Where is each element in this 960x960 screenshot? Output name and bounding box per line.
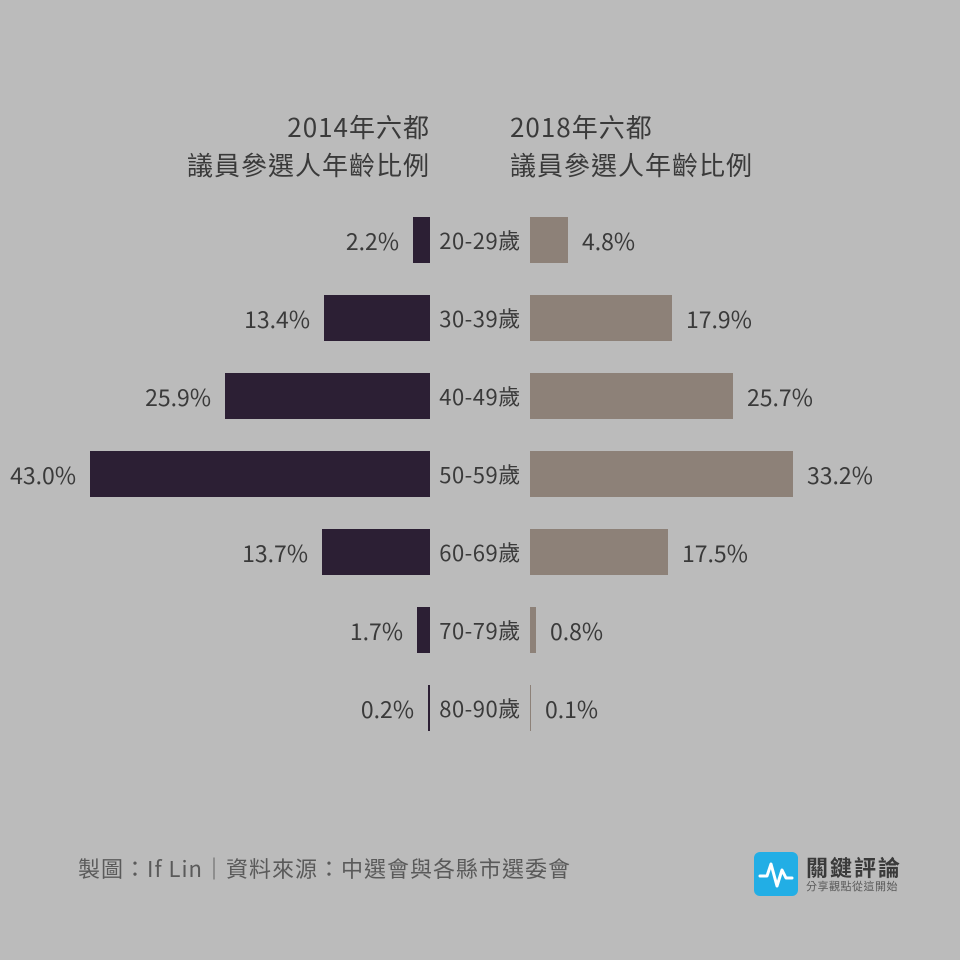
right-cell: 4.8% — [530, 201, 960, 279]
left-value-label: 2.2% — [346, 223, 413, 257]
right-bar — [530, 529, 668, 575]
right-cell: 33.2% — [530, 435, 960, 513]
category-label: 20-29歲 — [430, 224, 530, 256]
category-label: 40-49歲 — [430, 380, 530, 412]
right-cell: 17.5% — [530, 513, 960, 591]
right-cell: 25.7% — [530, 357, 960, 435]
left-cell: 25.9% — [0, 357, 430, 435]
left-value-label: 13.7% — [242, 535, 322, 569]
chart-row: 1.7% 70-79歲0.8% — [0, 591, 960, 669]
logo-badge-icon — [754, 852, 798, 896]
right-value-label: 33.2% — [793, 457, 873, 491]
left-cell: 13.4% — [0, 279, 430, 357]
left-value-label: 0.2% — [361, 691, 428, 725]
footer-credit: 製圖：If Lin｜資料來源：中選會與各縣市選委會 — [78, 852, 571, 884]
chart-row: 43.0% 50-59歲 33.2% — [0, 435, 960, 513]
right-value-label: 17.9% — [672, 301, 752, 335]
right-bar — [530, 295, 672, 341]
left-bar — [417, 607, 430, 653]
left-value-label: 1.7% — [350, 613, 417, 647]
chart-titles: 2014年六都 議員參選人年齡比例 2018年六都 議員參選人年齡比例 — [0, 108, 960, 183]
left-title: 2014年六都 議員參選人年齡比例 — [0, 108, 430, 183]
left-bar — [322, 529, 430, 575]
chart-row: 13.7% 60-69歲 17.5% — [0, 513, 960, 591]
right-value-label: 0.8% — [536, 613, 603, 647]
category-label: 60-69歲 — [430, 536, 530, 568]
left-value-label: 25.9% — [145, 379, 225, 413]
left-cell: 13.7% — [0, 513, 430, 591]
right-value-label: 17.5% — [668, 535, 748, 569]
logo-text-main: 關鍵評論 — [806, 855, 902, 879]
right-bar — [530, 217, 568, 263]
chart-row: 25.9% 40-49歲 25.7% — [0, 357, 960, 435]
category-label: 70-79歲 — [430, 614, 530, 646]
right-cell: 0.8% — [530, 591, 960, 669]
chart-row: 0.2%80-90歲0.1% — [0, 669, 960, 747]
left-cell: 1.7% — [0, 591, 430, 669]
right-cell: 0.1% — [530, 669, 960, 747]
left-cell: 2.2% — [0, 201, 430, 279]
left-cell: 0.2% — [0, 669, 430, 747]
left-cell: 43.0% — [0, 435, 430, 513]
right-bar — [530, 451, 793, 497]
logo-text-sub: 分享觀點從這開始 — [806, 879, 902, 893]
logo-text: 關鍵評論 分享觀點從這開始 — [806, 855, 902, 893]
right-value-label: 4.8% — [568, 223, 635, 257]
brand-logo: 關鍵評論 分享觀點從這開始 — [754, 852, 902, 896]
left-title-line1: 2014年六都 — [0, 108, 430, 146]
left-value-label: 13.4% — [244, 301, 324, 335]
chart-row: 2.2% 20-29歲 4.8% — [0, 201, 960, 279]
left-bar — [225, 373, 430, 419]
right-bar — [530, 373, 733, 419]
right-cell: 17.9% — [530, 279, 960, 357]
left-bar — [90, 451, 430, 497]
category-label: 30-39歲 — [430, 302, 530, 334]
right-value-label: 25.7% — [733, 379, 813, 413]
left-bar — [324, 295, 430, 341]
right-title-line1: 2018年六都 — [510, 108, 960, 146]
right-title-line2: 議員參選人年齡比例 — [510, 146, 960, 184]
category-label: 80-90歲 — [430, 692, 530, 724]
pyramid-chart: 2014年六都 議員參選人年齡比例 2018年六都 議員參選人年齡比例 2.2%… — [0, 108, 960, 747]
left-value-label: 43.0% — [10, 457, 90, 491]
right-title: 2018年六都 議員參選人年齡比例 — [430, 108, 960, 183]
chart-rows: 2.2% 20-29歲 4.8% 13.4% 30-39歲 17.9% 25.9% 40-49… — [0, 201, 960, 747]
left-title-line2: 議員參選人年齡比例 — [0, 146, 430, 184]
category-label: 50-59歲 — [430, 458, 530, 490]
left-bar — [413, 217, 430, 263]
chart-row: 13.4% 30-39歲 17.9% — [0, 279, 960, 357]
right-value-label: 0.1% — [531, 691, 598, 725]
heartbeat-icon — [760, 864, 792, 886]
